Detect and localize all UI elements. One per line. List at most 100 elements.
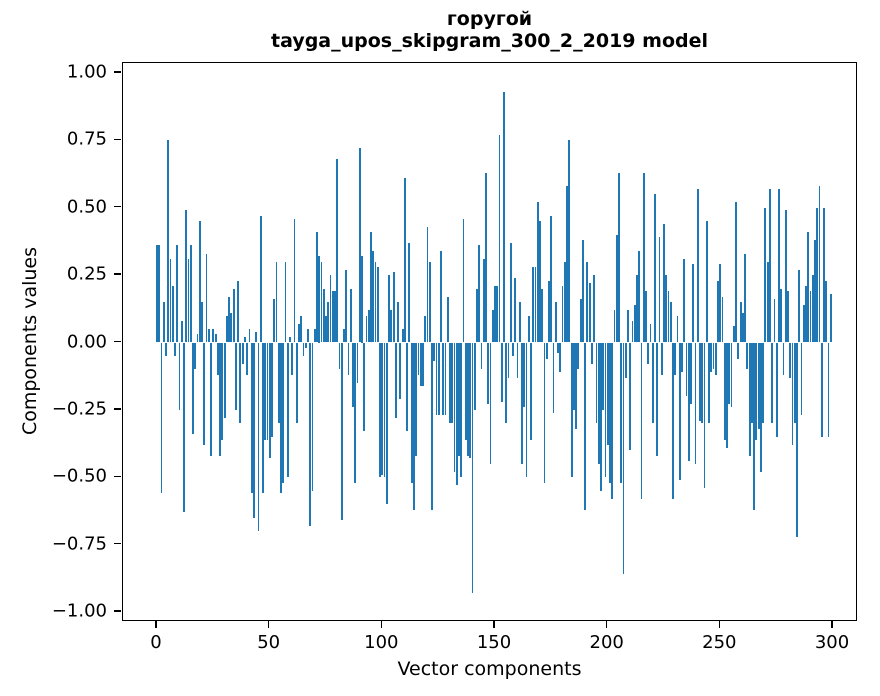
bar-235 bbox=[685, 342, 688, 397]
bar-298 bbox=[827, 342, 830, 437]
bar-133 bbox=[455, 342, 458, 486]
bar-183 bbox=[568, 140, 571, 343]
bar-17 bbox=[194, 342, 197, 370]
bar-195 bbox=[595, 342, 598, 424]
bar-65 bbox=[302, 342, 305, 356]
bar-19 bbox=[198, 221, 201, 343]
bar-207 bbox=[622, 342, 625, 575]
bar-86 bbox=[349, 288, 352, 343]
y-tick-mark bbox=[114, 206, 121, 208]
bar-168 bbox=[534, 267, 537, 343]
bar-295 bbox=[820, 342, 823, 437]
bar-255 bbox=[730, 342, 733, 408]
bar-153 bbox=[500, 342, 503, 402]
bar-71 bbox=[316, 231, 318, 343]
bar-166 bbox=[530, 342, 532, 440]
bar-88 bbox=[354, 342, 357, 483]
bar-105 bbox=[392, 272, 395, 343]
bar-271 bbox=[766, 261, 769, 343]
bar-225 bbox=[663, 223, 665, 343]
x-tick-mark bbox=[718, 621, 720, 628]
bar-91 bbox=[361, 256, 363, 343]
bar-285 bbox=[798, 269, 801, 343]
bar-280 bbox=[787, 291, 789, 343]
bar-13 bbox=[185, 210, 188, 343]
bar-288 bbox=[805, 285, 807, 343]
bar-15 bbox=[189, 245, 192, 343]
bar-107 bbox=[397, 302, 400, 343]
bar-250 bbox=[719, 264, 722, 343]
bar-210 bbox=[629, 342, 632, 451]
bar-154 bbox=[503, 91, 505, 343]
bar-64 bbox=[300, 315, 303, 343]
bar-119 bbox=[424, 315, 427, 343]
bar-203 bbox=[613, 310, 616, 343]
bar-163 bbox=[523, 342, 526, 408]
bar-248 bbox=[714, 342, 717, 375]
x-tick-label: 100 bbox=[364, 632, 399, 653]
bar-113 bbox=[410, 342, 413, 483]
bar-159 bbox=[514, 277, 517, 343]
bar-213 bbox=[636, 275, 638, 343]
bar-129 bbox=[446, 296, 449, 343]
bar-266 bbox=[755, 342, 758, 440]
bar-11 bbox=[180, 320, 183, 343]
bar-72 bbox=[318, 256, 321, 343]
bar-296 bbox=[823, 207, 825, 343]
bar-278 bbox=[782, 342, 785, 375]
bar-14 bbox=[187, 258, 190, 343]
bar-217 bbox=[645, 291, 647, 343]
bar-264 bbox=[750, 342, 753, 424]
bar-48 bbox=[264, 342, 267, 440]
bar-201 bbox=[609, 342, 611, 483]
bar-231 bbox=[676, 315, 679, 343]
bar-249 bbox=[717, 280, 719, 343]
bar-187 bbox=[577, 342, 580, 370]
bar-174 bbox=[548, 280, 550, 343]
bar-275 bbox=[775, 342, 778, 437]
bar-76 bbox=[327, 302, 330, 343]
bar-267 bbox=[757, 342, 760, 429]
bar-78 bbox=[331, 291, 334, 343]
bar-167 bbox=[532, 267, 535, 343]
bar-208 bbox=[624, 342, 627, 378]
bar-259 bbox=[739, 302, 742, 343]
bar-8 bbox=[174, 342, 176, 356]
bar-122 bbox=[431, 342, 433, 510]
bar-205 bbox=[618, 172, 620, 343]
bar-172 bbox=[543, 342, 546, 483]
bar-191 bbox=[586, 261, 589, 343]
bar-299 bbox=[829, 293, 832, 343]
y-tick-label: 0.75 bbox=[66, 128, 107, 150]
bar-29 bbox=[221, 342, 224, 440]
bar-10 bbox=[178, 342, 181, 410]
y-axis-label: Components values bbox=[19, 246, 41, 436]
bar-21 bbox=[203, 342, 206, 445]
bar-177 bbox=[554, 302, 557, 343]
bar-31 bbox=[225, 315, 228, 343]
bar-102 bbox=[385, 342, 388, 505]
y-tick-mark bbox=[114, 610, 121, 612]
bar-66 bbox=[304, 342, 307, 348]
bar-240 bbox=[696, 188, 699, 343]
bar-92 bbox=[363, 342, 366, 432]
bar-165 bbox=[527, 315, 530, 343]
bar-184 bbox=[570, 342, 573, 478]
bar-158 bbox=[512, 342, 514, 356]
bar-294 bbox=[818, 186, 821, 343]
bar-186 bbox=[575, 342, 578, 429]
bar-164 bbox=[525, 342, 528, 478]
bar-157 bbox=[509, 242, 512, 343]
bar-161 bbox=[518, 302, 521, 343]
bar-160 bbox=[516, 342, 519, 378]
bar-130 bbox=[449, 342, 451, 424]
bar-69 bbox=[311, 342, 314, 491]
bar-232 bbox=[678, 342, 681, 480]
bar-218 bbox=[647, 342, 650, 365]
x-tick-label: 250 bbox=[702, 632, 737, 653]
bar-265 bbox=[753, 342, 756, 510]
x-tick-mark bbox=[268, 621, 270, 628]
bar-169 bbox=[536, 202, 539, 343]
bar-234 bbox=[683, 258, 686, 343]
bar-146 bbox=[485, 172, 487, 343]
